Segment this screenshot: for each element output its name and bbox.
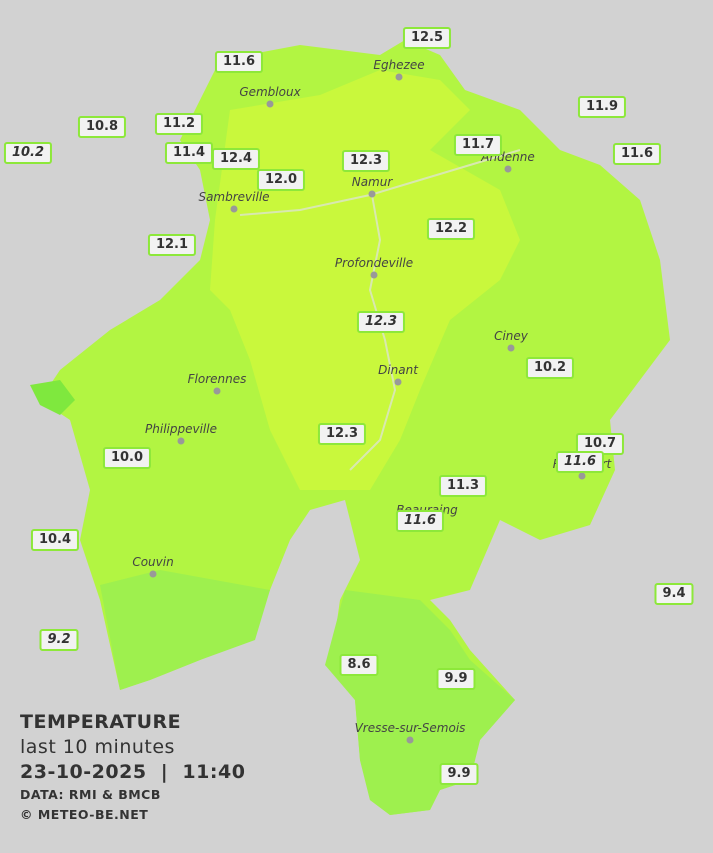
city-dot xyxy=(395,73,403,81)
city-label: Profondeville xyxy=(334,256,414,270)
city-label: Namur xyxy=(351,175,393,189)
station-reading: 10.2 xyxy=(525,357,575,379)
legend: TEMPERATURE last 10 minutes 23-10-2025 |… xyxy=(20,710,245,825)
city-dot xyxy=(213,387,221,395)
station-reading: 12.3 xyxy=(317,423,367,445)
station-reading: 9.9 xyxy=(436,668,476,690)
zone-cool-south xyxy=(325,590,515,815)
station-reading: 12.5 xyxy=(402,27,452,49)
zone-cool-nw xyxy=(30,380,75,415)
city-label: Eghezee xyxy=(373,58,425,72)
station-reading: 11.6 xyxy=(555,451,605,473)
station-reading: 11.7 xyxy=(453,134,503,156)
station-reading: 12.4 xyxy=(211,148,261,170)
station-reading: 12.3 xyxy=(356,311,406,333)
station-reading: 10.8 xyxy=(77,116,127,138)
station-reading: 11.2 xyxy=(154,113,204,135)
station-reading: 12.1 xyxy=(147,234,197,256)
station-reading: 10.4 xyxy=(30,529,80,551)
city-label: Florennes xyxy=(187,372,247,386)
legend-title: TEMPERATURE xyxy=(20,711,182,733)
city-dot xyxy=(394,378,402,386)
city-dot xyxy=(406,736,414,744)
city-dot xyxy=(368,190,376,198)
city-dot xyxy=(266,100,274,108)
station-reading: 11.6 xyxy=(612,143,662,165)
station-reading: 11.9 xyxy=(577,96,627,118)
city-dot xyxy=(507,344,515,352)
city-label: Couvin xyxy=(132,555,174,569)
city-label: Sambreville xyxy=(198,190,270,204)
legend-datetime: 23-10-2025 | 11:40 xyxy=(20,761,246,783)
station-reading: 10.2 xyxy=(3,142,53,164)
river xyxy=(239,149,521,471)
station-reading: 12.3 xyxy=(341,150,391,172)
station-reading: 12.2 xyxy=(426,218,476,240)
city-label: Vresse-sur-Semois xyxy=(354,721,466,735)
station-reading: 10.0 xyxy=(102,447,152,469)
station-reading: 9.2 xyxy=(39,629,79,651)
city-dot xyxy=(149,570,157,578)
city-label: Ciney xyxy=(494,329,528,343)
city-dot xyxy=(370,271,378,279)
city-dot xyxy=(578,472,586,480)
station-reading: 9.9 xyxy=(439,763,479,785)
station-reading: 11.6 xyxy=(395,510,445,532)
station-reading: 9.4 xyxy=(654,583,694,605)
station-reading: 11.3 xyxy=(438,475,488,497)
city-dot xyxy=(177,437,185,445)
zone-cool-west xyxy=(100,570,270,690)
legend-credit: © METEO-BE.NET xyxy=(20,807,149,822)
station-reading: 12.0 xyxy=(256,169,306,191)
city-dot xyxy=(230,205,238,213)
legend-subtitle: last 10 minutes xyxy=(20,736,175,758)
station-reading: 11.4 xyxy=(164,142,214,164)
legend-source: DATA: RMI & BMCB xyxy=(20,787,161,802)
station-reading: 11.6 xyxy=(214,51,264,73)
city-label: Gembloux xyxy=(239,85,301,99)
city-label: Philippeville xyxy=(145,422,217,436)
station-reading: 8.6 xyxy=(339,654,379,676)
city-dot xyxy=(504,165,512,173)
city-label: Dinant xyxy=(378,363,418,377)
